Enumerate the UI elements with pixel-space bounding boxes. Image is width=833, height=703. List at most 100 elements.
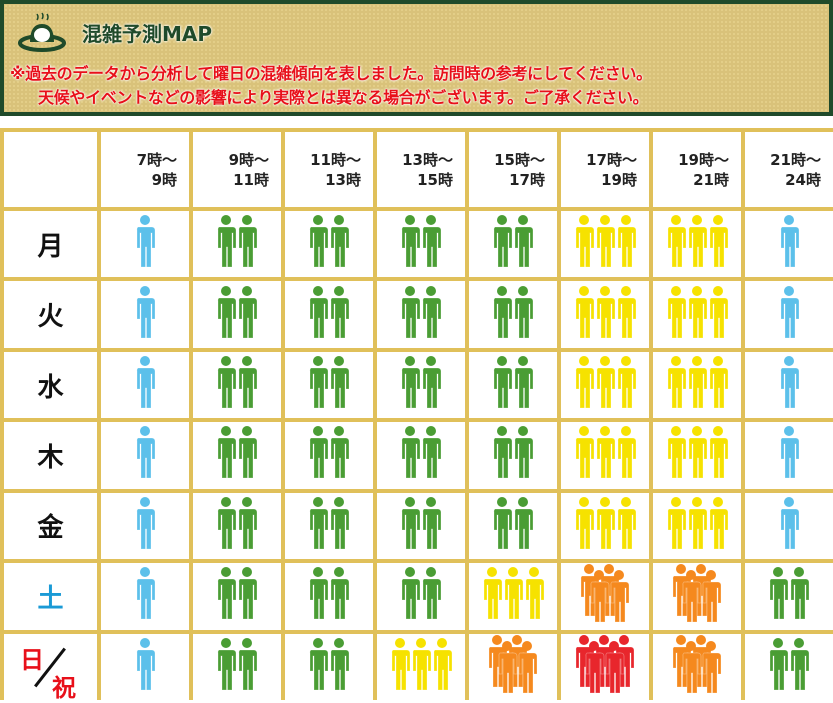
- crowd-level-2-people-icon: [308, 426, 350, 484]
- crowd-level-2-people-icon: [308, 215, 350, 273]
- crowd-level-2-people-icon: [216, 567, 258, 625]
- congestion-cell: [745, 633, 833, 700]
- time-to: 13時: [325, 170, 361, 189]
- corner-cell: [4, 132, 97, 207]
- crowd-level-1-people-icon: [779, 285, 800, 344]
- day-label-holiday: 祝: [52, 673, 76, 702]
- congestion-cell: [101, 351, 189, 419]
- congestion-cell: [101, 281, 189, 348]
- crowd-level-1-people-icon: [135, 567, 156, 625]
- crowd-level-2-people-icon: [492, 215, 534, 273]
- congestion-cell: [745, 351, 833, 419]
- crowd-level-2-people-icon: [492, 285, 534, 344]
- time-from: 19時～: [678, 150, 729, 169]
- congestion-cell: [285, 281, 373, 348]
- crowd-level-4-people-icon: [487, 634, 539, 699]
- crowd-level-2-people-icon: [308, 285, 350, 344]
- notice-line-2: 天候やイベントなどの影響により実際とは異なる場合がございます。ご了承ください。: [38, 88, 649, 107]
- onsen-mascot-icon: [18, 12, 66, 52]
- congestion-cell: [377, 633, 465, 700]
- congestion-cell: [561, 422, 649, 489]
- column-header: 19時～ 21時: [653, 132, 741, 207]
- day-label-sunday-holiday: 日祝: [4, 633, 97, 702]
- congestion-cell: [561, 633, 649, 700]
- column-header: 15時～ 17時: [469, 132, 557, 207]
- crowd-level-3-people-icon: [666, 426, 729, 484]
- crowd-level-2-people-icon: [768, 637, 810, 696]
- crowd-level-1-people-icon: [779, 356, 800, 414]
- congestion-cell: [101, 422, 189, 489]
- congestion-cell: [101, 633, 189, 700]
- congestion-cell: [285, 351, 373, 419]
- crowd-level-3-people-icon: [574, 496, 637, 555]
- congestion-cell: [101, 563, 189, 630]
- congestion-cell: [193, 492, 281, 560]
- congestion-cell: [745, 492, 833, 560]
- column-header: 9時～ 11時: [193, 132, 281, 207]
- crowd-level-2-people-icon: [400, 567, 442, 625]
- time-to: 21時: [693, 170, 729, 189]
- congestion-cell: [377, 563, 465, 630]
- congestion-cell: [745, 281, 833, 348]
- congestion-cell: [285, 422, 373, 489]
- congestion-table: 7時～ 9時 9時～ 11時 11時～ 13時 13時～ 15時 15時～ 17時 17時～ 19時 1…: [0, 128, 833, 702]
- time-to: 9時: [151, 170, 177, 189]
- crowd-level-2-people-icon: [400, 215, 442, 273]
- crowd-level-3-people-icon: [666, 496, 729, 555]
- time-to: 19時: [601, 170, 637, 189]
- day-label: 月: [4, 211, 97, 278]
- congestion-cell: [469, 563, 557, 630]
- crowd-level-3-people-icon: [390, 637, 453, 696]
- congestion-cell: [469, 211, 557, 278]
- time-to: 17時: [509, 170, 545, 189]
- column-header: 7時～ 9時: [101, 132, 189, 207]
- day-label: 木: [4, 422, 97, 489]
- congestion-cell: [193, 351, 281, 419]
- congestion-cell: [745, 211, 833, 278]
- congestion-cell: [561, 492, 649, 560]
- congestion-cell: [561, 563, 649, 630]
- crowd-level-1-people-icon: [135, 356, 156, 414]
- day-label: 火: [4, 281, 97, 348]
- congestion-cell: [469, 492, 557, 560]
- congestion-cell: [469, 351, 557, 419]
- congestion-cell: [377, 211, 465, 278]
- crowd-level-1-people-icon: [135, 637, 156, 696]
- column-header: 13時～ 15時: [377, 132, 465, 207]
- crowd-level-3-people-icon: [666, 285, 729, 344]
- day-label: 金: [4, 492, 97, 560]
- time-from: 15時～: [494, 150, 545, 169]
- crowd-level-2-people-icon: [308, 496, 350, 555]
- congestion-cell: [101, 211, 189, 278]
- congestion-cell: [285, 633, 373, 700]
- crowd-level-2-people-icon: [308, 637, 350, 696]
- congestion-cell: [285, 211, 373, 278]
- time-from: 11時～: [310, 150, 361, 169]
- congestion-cell: [469, 422, 557, 489]
- crowd-level-1-people-icon: [779, 215, 800, 273]
- column-header: 21時～ 24時: [745, 132, 833, 207]
- congestion-cell: [377, 422, 465, 489]
- congestion-cell: [653, 422, 741, 489]
- congestion-cell: [193, 422, 281, 489]
- congestion-cell: [285, 492, 373, 560]
- crowd-level-2-people-icon: [400, 496, 442, 555]
- congestion-cell: [653, 351, 741, 419]
- crowd-level-2-people-icon: [216, 285, 258, 344]
- header-banner: 混雑予測MAP ※過去のデータから分析して曜日の混雑傾向を表しました。訪問時の参…: [0, 0, 833, 116]
- time-from: 13時～: [402, 150, 453, 169]
- congestion-cell: [561, 281, 649, 348]
- crowd-level-2-people-icon: [216, 356, 258, 414]
- congestion-cell: [377, 351, 465, 419]
- congestion-cell: [469, 633, 557, 700]
- time-to: 11時: [233, 170, 269, 189]
- congestion-cell: [193, 563, 281, 630]
- crowd-level-3-people-icon: [574, 356, 637, 414]
- time-to: 15時: [417, 170, 453, 189]
- crowd-level-5-people-icon: [574, 634, 636, 699]
- congestion-cell: [745, 563, 833, 630]
- notice-line-1: ※過去のデータから分析して曜日の混雑傾向を表しました。訪問時の参考にしてください…: [10, 64, 652, 83]
- congestion-cell: [101, 492, 189, 560]
- crowd-level-2-people-icon: [492, 426, 534, 484]
- crowd-level-2-people-icon: [216, 426, 258, 484]
